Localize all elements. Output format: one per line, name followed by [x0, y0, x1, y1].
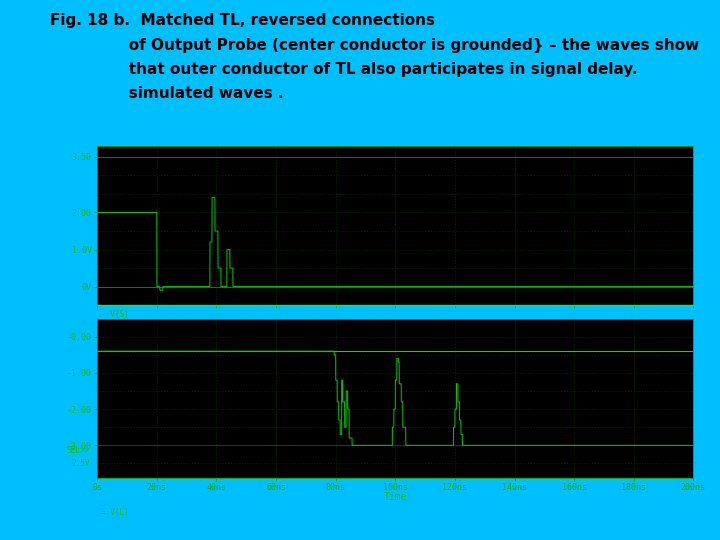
Text: 2.5V: 2.5V — [71, 459, 90, 468]
Text: Fig. 18 b.  Matched TL, reversed connections: Fig. 18 b. Matched TL, reversed connecti… — [50, 14, 436, 29]
Text: = V(L): = V(L) — [101, 508, 129, 517]
Text: simulated waves .: simulated waves . — [50, 86, 284, 102]
Text: SEL>>: SEL>> — [67, 447, 90, 455]
Text: Time: Time — [384, 491, 407, 502]
Text: of Output Probe (center conductor is grounded} – the waves show: of Output Probe (center conductor is gro… — [50, 38, 700, 53]
Text: - V(S): - V(S) — [101, 310, 129, 320]
Text: that outer conductor of TL also participates in signal delay.: that outer conductor of TL also particip… — [50, 62, 638, 77]
